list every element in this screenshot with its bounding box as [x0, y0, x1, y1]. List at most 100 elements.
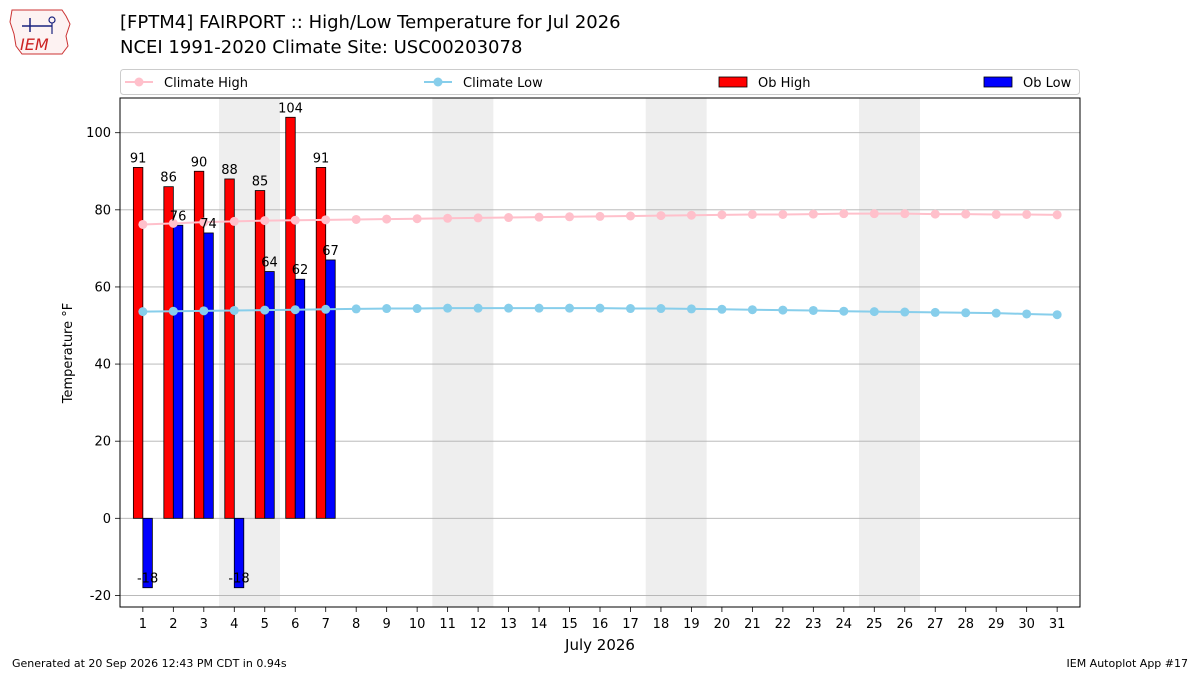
ob-high-label: 104 — [278, 101, 303, 116]
legend-box — [120, 69, 1080, 95]
x-tick-label: 6 — [291, 617, 299, 632]
y-axis-label: Temperature °F — [61, 303, 76, 404]
climate-high-point — [778, 209, 788, 219]
climate-low-point — [138, 307, 148, 317]
logo-text: IEM — [20, 35, 49, 54]
climate-low-point — [595, 303, 605, 313]
x-tick-label: 16 — [592, 617, 609, 632]
climate-high-point — [656, 211, 666, 221]
x-tick-label: 12 — [470, 617, 487, 632]
climate-high-point — [595, 211, 605, 221]
climate-high-point — [839, 209, 849, 219]
climate-low-point — [504, 303, 514, 313]
climate-low-point — [473, 303, 483, 313]
x-tick-label: 15 — [561, 617, 578, 632]
climate-low-point — [412, 304, 422, 314]
x-tick-label: 5 — [261, 617, 269, 632]
climate-low-point — [961, 308, 971, 318]
climate-high-point — [443, 213, 453, 223]
ob-low-bar — [294, 278, 306, 519]
x-tick-label: 30 — [1018, 617, 1035, 632]
climate-high-point — [991, 209, 1001, 219]
climate-high-point — [686, 210, 696, 220]
ob-low-label: 62 — [292, 263, 309, 278]
legend-label: Climate High — [164, 76, 248, 91]
ob-low-bar — [233, 517, 245, 589]
climate-high-point — [900, 209, 910, 219]
ob-low-label: 76 — [170, 209, 187, 224]
ob-low-label: 74 — [200, 217, 217, 232]
ob-low-label: -18 — [137, 572, 158, 587]
climate-low-point — [1052, 310, 1062, 320]
ob-low-bar — [325, 259, 336, 519]
climate-high-point — [351, 214, 361, 224]
bars — [132, 116, 336, 589]
x-tick-label: 9 — [383, 617, 391, 632]
climate-high-point — [717, 210, 727, 220]
x-tick-label: 31 — [1049, 617, 1066, 632]
ob-high-bar — [254, 190, 266, 519]
climate-high-point — [1022, 209, 1032, 219]
x-tick-label: 24 — [836, 617, 853, 632]
legend-bar-swatch — [983, 76, 1013, 88]
climate-high-point — [168, 218, 178, 228]
ob-high-label: 86 — [160, 171, 177, 186]
ob-low-label: 67 — [322, 244, 339, 259]
app-credit: IEM Autoplot App #17 — [1066, 657, 1189, 670]
plot-frame — [119, 97, 1081, 608]
climate-high-point — [930, 209, 940, 219]
y-tick-label: 20 — [94, 435, 111, 450]
ob-high-label: 90 — [191, 155, 208, 170]
climate-low-point — [351, 304, 361, 314]
ob-low-bar — [142, 517, 153, 589]
climate-high-point — [473, 213, 483, 223]
climate-low-point — [382, 304, 392, 314]
x-tick-label: 18 — [653, 617, 670, 632]
x-tick-label: 8 — [352, 617, 360, 632]
ob-high-bar — [285, 116, 296, 519]
legend-marker — [134, 77, 144, 87]
x-tick-label: 14 — [531, 617, 548, 632]
ob-high-bar — [163, 186, 174, 519]
climate-low-point — [900, 307, 910, 317]
climate-low-point — [930, 307, 940, 317]
x-tick-label: 23 — [805, 617, 822, 632]
x-tick-label: 26 — [896, 617, 913, 632]
x-tick-label: 19 — [683, 617, 700, 632]
climate-low-point — [656, 304, 666, 314]
ob-high-label: 85 — [252, 175, 269, 190]
y-tick-label: 80 — [94, 203, 111, 218]
climate-low-point — [686, 304, 696, 314]
climate-low-point — [839, 306, 849, 316]
climate-high-point — [504, 213, 514, 223]
x-tick-label: 20 — [714, 617, 731, 632]
y-tick-label: -20 — [90, 589, 111, 604]
y-tick-label: 100 — [86, 126, 111, 141]
ob-high-bar — [132, 167, 144, 519]
x-tick-label: 11 — [439, 617, 456, 632]
climate-low-point — [991, 308, 1001, 318]
legend: Climate High Climate Low Ob High Ob Low — [120, 69, 1080, 95]
x-tick-label: 29 — [988, 617, 1005, 632]
legend-marker — [433, 77, 443, 87]
y-tick-label: 40 — [94, 358, 111, 373]
ob-low-label: -18 — [228, 572, 249, 587]
legend-bar-swatch — [718, 76, 748, 88]
climate-low-point — [229, 305, 239, 315]
x-tick-label: 27 — [927, 617, 944, 632]
climate-high-point — [1052, 210, 1062, 220]
x-tick-label: 21 — [744, 617, 761, 632]
climate-low-point — [321, 304, 331, 314]
climate-high-point — [229, 216, 239, 226]
climate-low-point — [747, 305, 757, 315]
climate-low-point — [199, 306, 209, 316]
y-tick-label: 60 — [94, 280, 111, 295]
x-tick-label: 7 — [322, 617, 330, 632]
ob-high-bar — [224, 178, 235, 519]
climate-low-point — [869, 307, 879, 317]
x-tick-label: 1 — [139, 617, 147, 632]
legend-label: Climate Low — [463, 76, 543, 91]
climate-high-point — [260, 216, 270, 226]
